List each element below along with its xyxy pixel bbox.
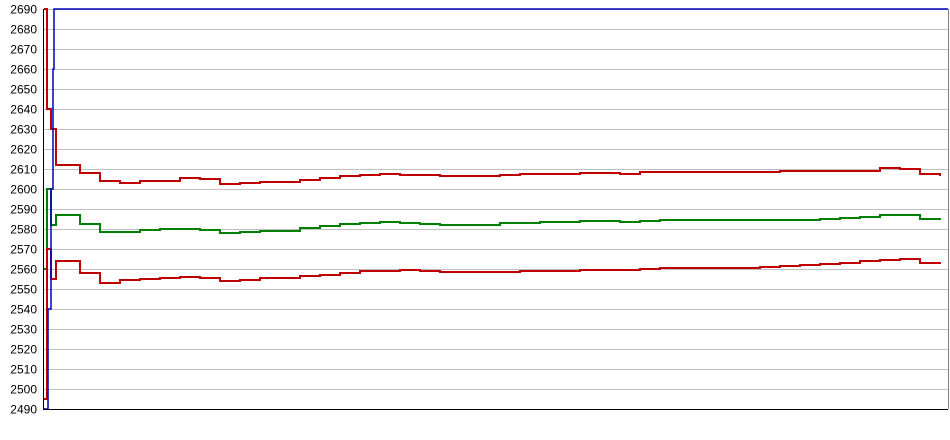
- y-tick-label: 2510: [10, 363, 37, 377]
- series-line-0: [44, 8, 941, 185]
- y-tick-label: 2640: [10, 103, 37, 117]
- y-tick-label: 2550: [10, 283, 37, 297]
- gridlines: [43, 9, 948, 410]
- y-tick-label: 2500: [10, 383, 37, 397]
- y-tick-label: 2620: [10, 143, 37, 157]
- y-tick-label: 2660: [10, 63, 37, 77]
- y-tick-label: 2540: [10, 303, 37, 317]
- series-line-3: [43, 8, 948, 410]
- series-lines: [43, 8, 948, 410]
- y-tick-label: 2600: [10, 183, 37, 197]
- y-tick-label: 2680: [10, 23, 37, 37]
- y-tick-label: 2610: [10, 163, 37, 177]
- y-tick-label: 2580: [10, 223, 37, 237]
- y-tick-label: 2560: [10, 263, 37, 277]
- y-tick-label: 2690: [10, 3, 37, 17]
- y-tick-label: 2490: [10, 403, 37, 417]
- y-tick-label: 2520: [10, 343, 37, 357]
- y-tick-label: 2530: [10, 323, 37, 337]
- y-tick-label: 2590: [10, 203, 37, 217]
- series-line-1: [44, 188, 941, 270]
- series-line-2: [44, 248, 941, 400]
- y-axis-ticks: 2490 2500 2510 2520 2530 2540 2550 2560 2570 2580…: [10, 3, 37, 417]
- y-tick-label: 2570: [10, 243, 37, 257]
- y-tick-label: 2670: [10, 43, 37, 57]
- y-tick-label: 2630: [10, 123, 37, 137]
- y-tick-label: 2650: [10, 83, 37, 97]
